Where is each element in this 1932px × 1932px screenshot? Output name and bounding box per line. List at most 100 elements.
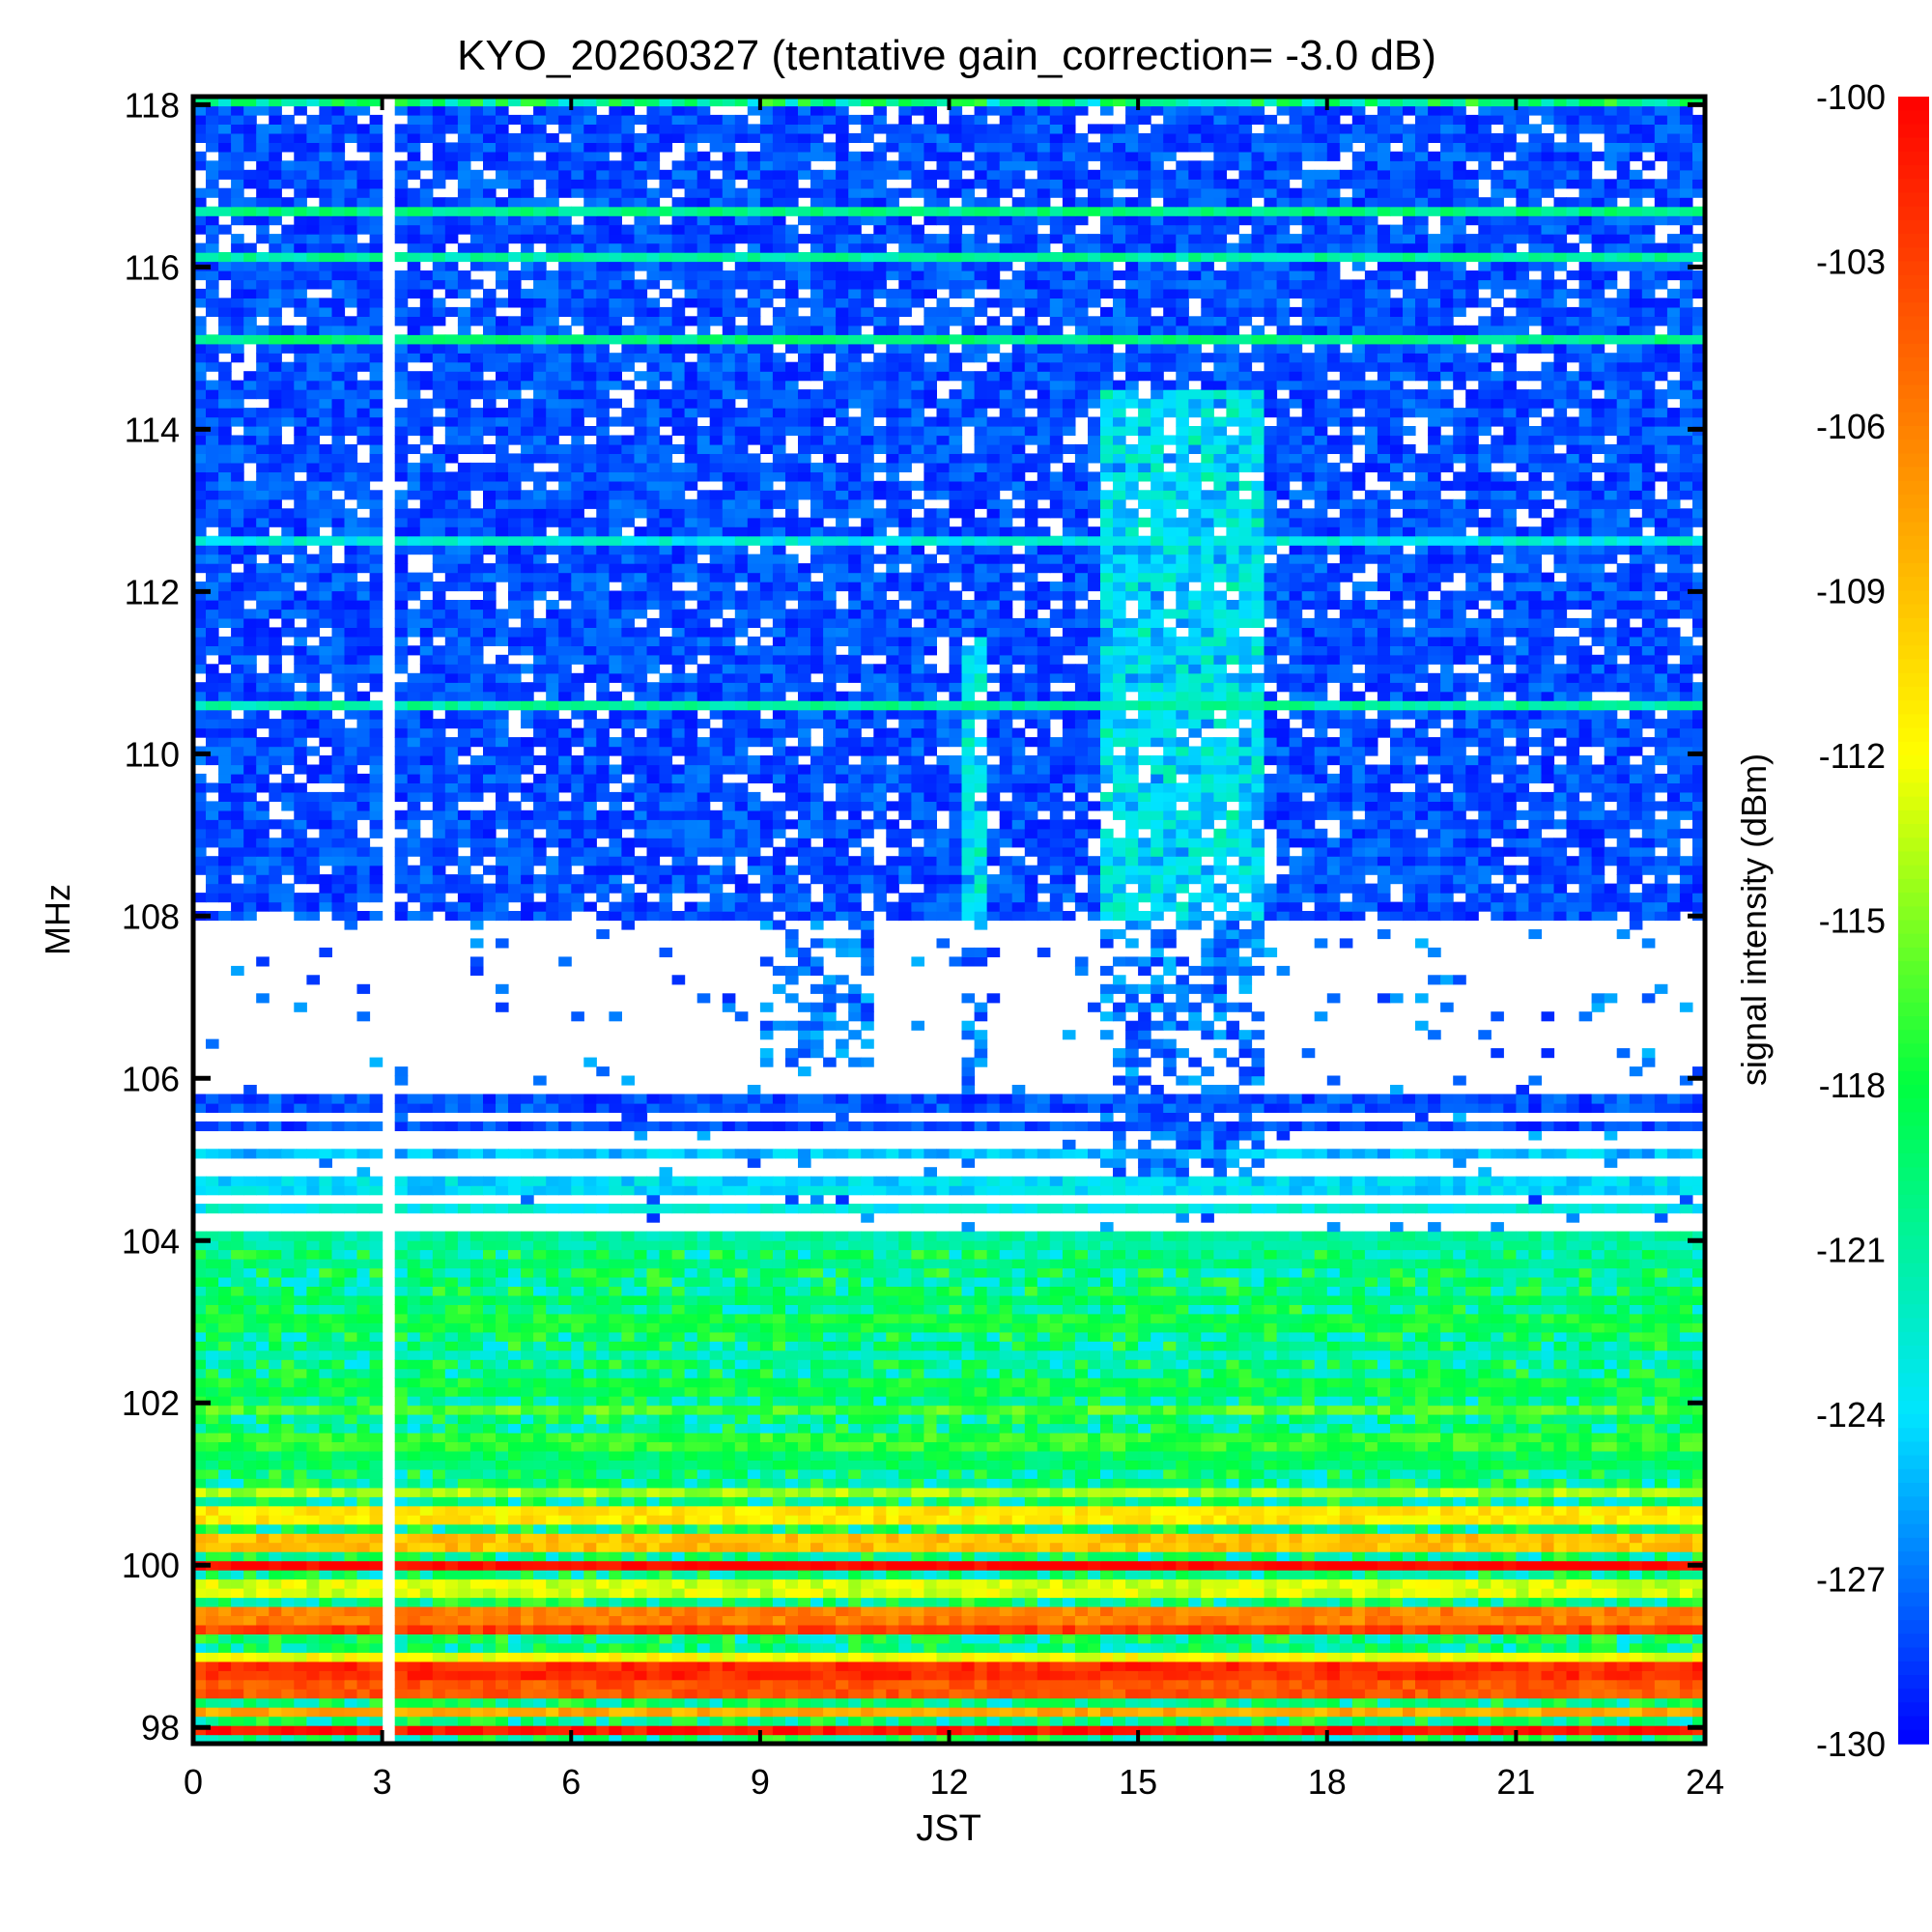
heatmap-cell: [1528, 1716, 1542, 1726]
heatmap-cell: [269, 1386, 282, 1397]
heatmap-cell: [1251, 1432, 1265, 1442]
heatmap-cell: [999, 1652, 1013, 1662]
heatmap-cell: [596, 1707, 610, 1718]
heatmap-cell: [886, 1414, 899, 1425]
heatmap-cell: [1326, 1642, 1341, 1653]
heatmap-cell: [1377, 1615, 1391, 1626]
heatmap-cell: [1616, 1570, 1631, 1580]
heatmap-cell: [1213, 1615, 1227, 1626]
heatmap-cell: [1011, 1652, 1026, 1662]
heatmap-cell: [596, 1505, 610, 1516]
heatmap-cell: [1491, 1652, 1504, 1662]
heatmap-cell: [986, 1368, 1001, 1378]
heatmap-cell: [1478, 1468, 1492, 1479]
heatmap-cell: [231, 1597, 244, 1607]
heatmap-cell: [646, 1652, 661, 1662]
heatmap-cell: [772, 1697, 786, 1708]
heatmap-cell: [319, 1487, 332, 1497]
heatmap-cell: [269, 1405, 282, 1415]
heatmap-cell: [974, 1386, 988, 1397]
heatmap-cell: [243, 1468, 257, 1479]
heatmap-cell: [1339, 1624, 1353, 1634]
heatmap-cell: [583, 1642, 597, 1653]
heatmap-cell: [407, 1505, 421, 1516]
heatmap-cell: [1666, 1359, 1681, 1370]
heatmap-cell: [1578, 1359, 1593, 1370]
heatmap-cell: [483, 1450, 497, 1461]
heatmap-cell: [1276, 1734, 1291, 1744]
heatmap-cell: [1453, 1624, 1466, 1634]
heatmap-cell: [772, 1523, 786, 1534]
heatmap-cell: [949, 1405, 963, 1415]
heatmap-cell: [1453, 1734, 1466, 1744]
heatmap-cell: [646, 1642, 661, 1653]
heatmap-cell: [873, 1689, 887, 1699]
heatmap-cell: [1503, 1560, 1517, 1571]
heatmap-cell: [1516, 1734, 1529, 1744]
heatmap-cell: [1503, 1386, 1517, 1397]
heatmap-cell: [319, 1359, 332, 1370]
heatmap-cell: [1553, 1570, 1568, 1580]
heatmap-cell: [1125, 1570, 1139, 1580]
heatmap-cell: [1616, 1468, 1631, 1479]
heatmap-cell: [734, 1414, 749, 1425]
heatmap-cell: [344, 1661, 358, 1671]
heatmap-cell: [558, 1414, 572, 1425]
heatmap-cell: [1314, 1642, 1328, 1653]
heatmap-cell: [1326, 1560, 1341, 1571]
heatmap-cell: [1163, 1551, 1177, 1562]
heatmap-cell: [1516, 1597, 1529, 1607]
heatmap-cell: [457, 1496, 471, 1507]
heatmap-cell: [1390, 1533, 1404, 1544]
heatmap-cell: [1465, 1652, 1479, 1662]
heatmap-cell: [306, 1689, 320, 1699]
heatmap-cell: [1037, 1597, 1051, 1607]
heatmap-cell: [1654, 1661, 1668, 1671]
heatmap-cell: [659, 1652, 673, 1662]
heatmap-cell: [1364, 1661, 1378, 1671]
heatmap-cell: [734, 1578, 749, 1589]
heatmap-cell: [1403, 1642, 1416, 1653]
heatmap-cell: [319, 1652, 332, 1662]
heatmap-cell: [1478, 1661, 1492, 1671]
heatmap-cell: [496, 1707, 509, 1718]
heatmap-cell: [1679, 1460, 1693, 1470]
heatmap-cell: [1264, 1542, 1278, 1552]
heatmap-cell: [1692, 1505, 1705, 1516]
heatmap-cell: [1151, 1359, 1164, 1370]
heatmap-cell: [231, 1679, 244, 1690]
heatmap-cell: [483, 1460, 497, 1470]
heatmap-cell: [886, 1578, 899, 1589]
heatmap-cell: [469, 1542, 484, 1552]
heatmap-cell: [949, 1634, 963, 1644]
heatmap-cell: [734, 1725, 749, 1736]
heatmap-cell: [772, 1560, 786, 1571]
heatmap-cell: [810, 1570, 824, 1580]
heatmap-cell: [1641, 1560, 1656, 1571]
heatmap-cell: [1011, 1487, 1026, 1497]
heatmap-cell: [1238, 1359, 1253, 1370]
heatmap-cell: [1666, 1560, 1681, 1571]
heatmap-cell: [331, 1642, 346, 1653]
heatmap-cell: [621, 1405, 635, 1415]
heatmap-cell: [911, 1515, 924, 1525]
heatmap-cell: [444, 1560, 459, 1571]
heatmap-cell: [621, 1368, 635, 1378]
heatmap-cell: [734, 1716, 749, 1726]
heatmap-cell: [1326, 1670, 1341, 1681]
heatmap-cell: [1578, 1450, 1593, 1461]
heatmap-cell: [407, 1588, 421, 1599]
heatmap-cell: [936, 1560, 951, 1571]
heatmap-cell: [571, 1588, 584, 1599]
heatmap-cell: [1226, 1615, 1239, 1626]
heatmap-cell: [671, 1570, 686, 1580]
heatmap-cell: [848, 1468, 862, 1479]
heatmap-cell: [836, 1523, 849, 1534]
heatmap-cell: [1251, 1615, 1265, 1626]
heatmap-cell: [218, 1496, 232, 1507]
heatmap-cell: [1314, 1697, 1328, 1708]
heatmap-cell: [836, 1396, 849, 1406]
heatmap-cell: [609, 1661, 622, 1671]
heatmap-cell: [759, 1661, 774, 1671]
heatmap-cell: [1351, 1624, 1366, 1634]
